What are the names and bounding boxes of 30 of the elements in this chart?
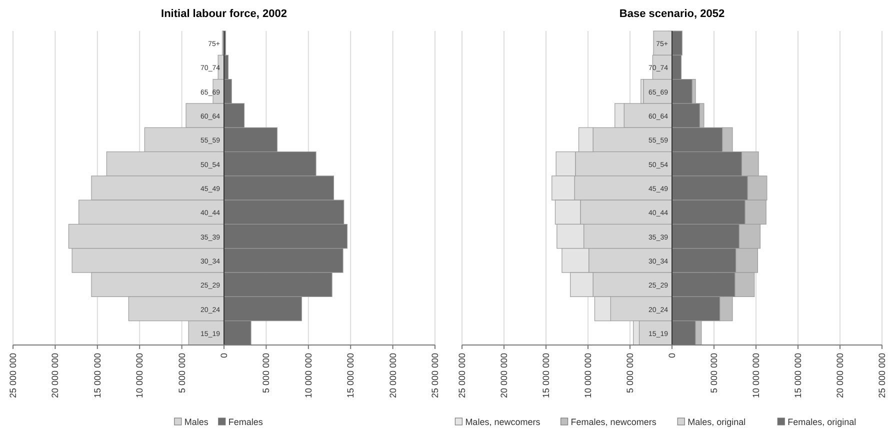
x-tick-label: 5 000 000 — [625, 353, 635, 394]
x-tick-label: 0 — [667, 353, 677, 358]
x-tick-label: 20 000 000 — [388, 353, 398, 398]
x-tick-label: 20 000 000 — [835, 353, 845, 398]
x-tick-label: 10 000 000 — [134, 353, 145, 398]
legend-label: Males — [184, 417, 209, 427]
chart-title: Base scenario, 2052 — [619, 8, 725, 20]
x-tick-label: 10 000 000 — [751, 353, 761, 398]
x-tick-label: 10 000 000 — [583, 353, 593, 398]
x-tick-label: 5 000 000 — [176, 353, 187, 394]
x-tick-label: 0 — [219, 353, 229, 358]
legend-label: Females, newcomers — [570, 417, 657, 427]
x-tick-label: 10 000 000 — [303, 353, 314, 398]
legend-label: Females — [228, 417, 264, 427]
legend-label: Females, original — [788, 417, 856, 427]
x-tick-label: 15 000 000 — [793, 353, 803, 398]
x-tick-label: 25 000 000 — [8, 353, 18, 398]
x-tick-label: 5 000 000 — [261, 353, 272, 394]
x-tick-label: 15 000 000 — [346, 353, 356, 398]
legend-label: Males, newcomers — [465, 417, 541, 427]
x-tick-label: 15 000 000 — [541, 353, 551, 398]
x-tick-label: 5 000 000 — [709, 353, 719, 394]
legend-label: Males, original — [688, 417, 746, 427]
x-tick-label: 20 000 000 — [499, 353, 509, 398]
x-tick-label: 25 000 000 — [430, 353, 440, 398]
x-tick-label: 25 000 000 — [877, 353, 887, 398]
x-tick-label: 15 000 000 — [92, 353, 102, 398]
x-tick-label: 25 000 000 — [457, 353, 467, 398]
x-tick-label: 20 000 000 — [50, 353, 60, 398]
chart-title: Initial labour force, 2002 — [161, 8, 287, 20]
